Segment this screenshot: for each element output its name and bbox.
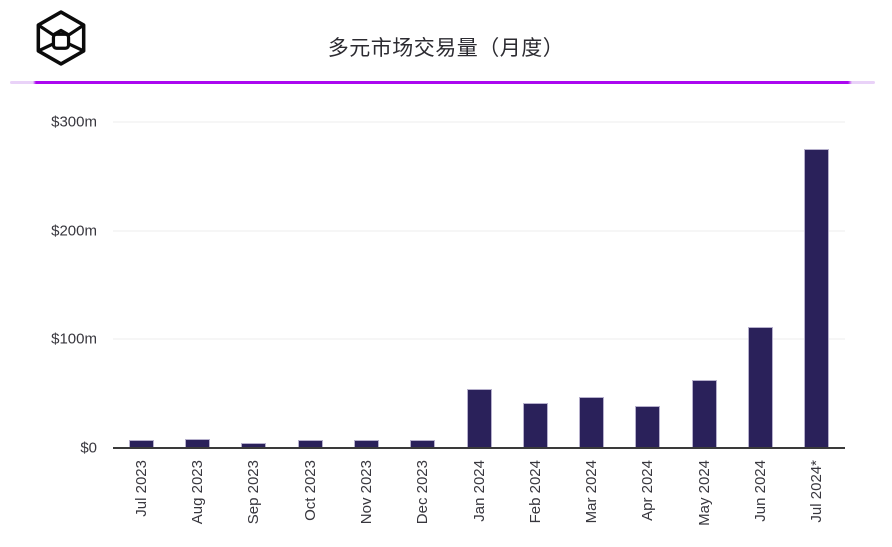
gridline [113,230,845,232]
bar-slot [451,122,507,448]
x-tick-slot: Feb 2024 [507,460,563,523]
bar-nov-2023[interactable] [353,440,379,448]
x-tick-label: Mar 2024 [583,460,601,524]
bar-feb-2024[interactable] [522,403,548,448]
bar-apr-2024[interactable] [635,405,661,448]
x-tick-slot: Dec 2023 [395,460,451,524]
x-tick-label: Jan 2024 [470,460,488,522]
x-tick-slot: Jul 2024* [789,460,845,523]
page-title: 多元市场交易量（月度） [327,37,565,60]
bar-slot [282,122,338,448]
x-tick-label: Apr 2024 [639,460,657,521]
bar-slot [395,122,451,448]
x-tick-slot: May 2024 [676,460,732,526]
bar-slot [732,122,788,448]
bar-slot [338,122,394,448]
bar-slot [113,122,169,448]
plot-area [113,121,845,449]
bar-sep-2023[interactable] [241,443,267,448]
bar-may-2024[interactable] [691,379,717,448]
wireframe-cube-logo-icon [34,8,88,68]
bar-jun-2024[interactable] [748,327,774,448]
bar-jul-2023[interactable] [128,440,154,448]
bar-slot [789,122,845,448]
x-tick-label: Dec 2023 [414,460,432,525]
x-tick-label: May 2024 [695,460,713,526]
bars-row [113,122,845,448]
x-tick-slot: Mar 2024 [564,460,620,523]
header-divider [10,81,875,84]
x-tick-label: Aug 2023 [188,460,206,525]
x-axis-line [113,447,845,449]
bar-slot [564,122,620,448]
bar-jul-2024[interactable] [804,149,830,448]
x-tick-slot: Sep 2023 [226,460,282,524]
y-tick-label: $300m [51,113,97,131]
bar-slot [676,122,732,448]
bar-slot [169,122,225,448]
x-tick-slot: Nov 2023 [338,460,394,524]
x-tick-label: Nov 2023 [357,460,375,525]
bar-oct-2023[interactable] [297,439,323,448]
x-tick-slot: Oct 2023 [282,460,338,521]
bar-slot [507,122,563,448]
gridline [113,338,845,340]
x-tick-label: Feb 2024 [526,460,544,524]
y-tick-label: $100m [51,330,97,348]
x-tick-label: Sep 2023 [245,460,263,525]
x-tick-slot: Jan 2024 [451,460,507,522]
bar-aug-2023[interactable] [184,439,210,448]
gridline [113,121,845,123]
bar-slot [226,122,282,448]
x-tick-slot: Aug 2023 [169,460,225,524]
y-tick-label: $0 [80,439,97,457]
bar-jan-2024[interactable] [466,389,492,448]
x-axis-labels: Jul 2023 Aug 2023 Sep 2023 Oct 2023 Nov 2023… [113,460,845,547]
x-tick-label: Jul 2023 [132,460,150,517]
x-tick-label: Oct 2023 [301,460,319,521]
y-axis-labels: $0 $100m $200m $300m [20,114,97,457]
bar-dec-2023[interactable] [410,440,436,448]
x-tick-slot: Jul 2023 [113,460,169,517]
bar-mar-2024[interactable] [579,396,605,448]
x-tick-label: Jul 2024* [808,460,826,523]
y-tick-label: $200m [51,222,97,240]
x-tick-slot: Apr 2024 [620,460,676,521]
x-tick-slot: Jun 2024 [732,460,788,522]
bar-slot [620,122,676,448]
x-tick-label: Jun 2024 [752,460,770,522]
